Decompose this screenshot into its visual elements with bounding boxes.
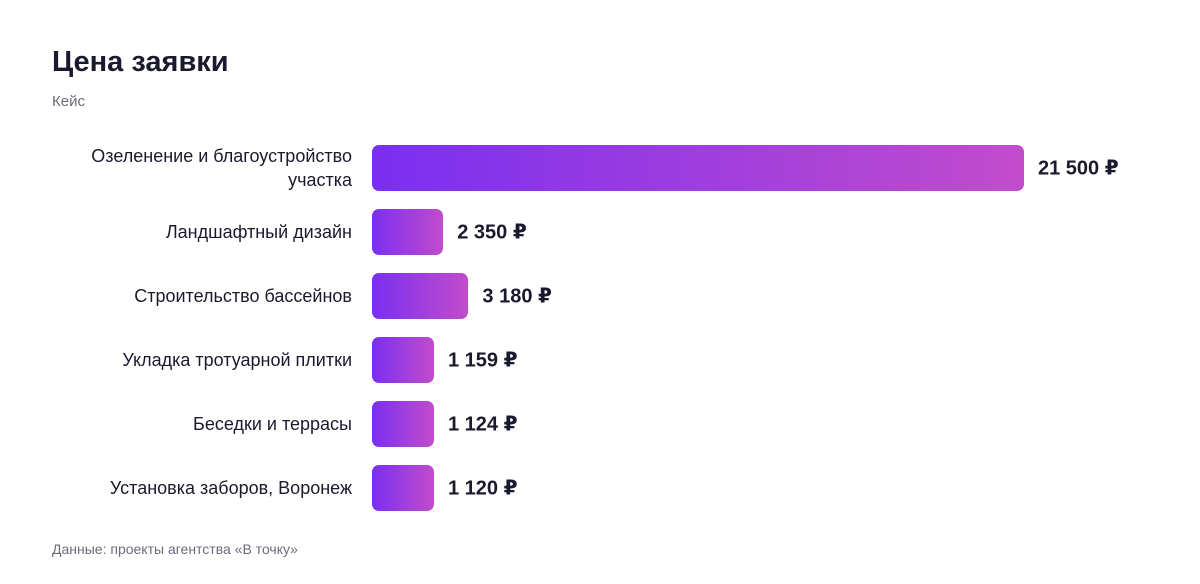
bar [372,401,434,447]
value-label: 1 159 ₽ [448,349,518,372]
category-label: Строительство бассейнов [134,286,352,306]
category-label: Установка заборов, Воронеж [109,478,352,498]
value-label: 3 180 ₽ [482,285,552,308]
category-label: Озеленение и благоустройство участка [91,146,352,190]
category-label: Беседки и террасы [193,414,352,434]
bar [372,145,1024,191]
value-label: 1 124 ₽ [448,413,518,436]
chart-title: Цена заявки [52,46,229,78]
value-label: 21 500 ₽ [1038,157,1119,180]
category-label: Ландшафтный дизайн [165,222,352,242]
bar [372,337,434,383]
chart-subtitle: Кейс [52,93,85,110]
source-note: Данные: проекты агентства «В точку» [52,541,298,557]
value-label: 2 350 ₽ [457,221,527,244]
bar [372,465,434,511]
category-label: Укладка тротуарной плитки [122,350,352,370]
value-label: 1 120 ₽ [448,477,518,500]
bar [372,209,444,255]
bar [372,273,469,319]
